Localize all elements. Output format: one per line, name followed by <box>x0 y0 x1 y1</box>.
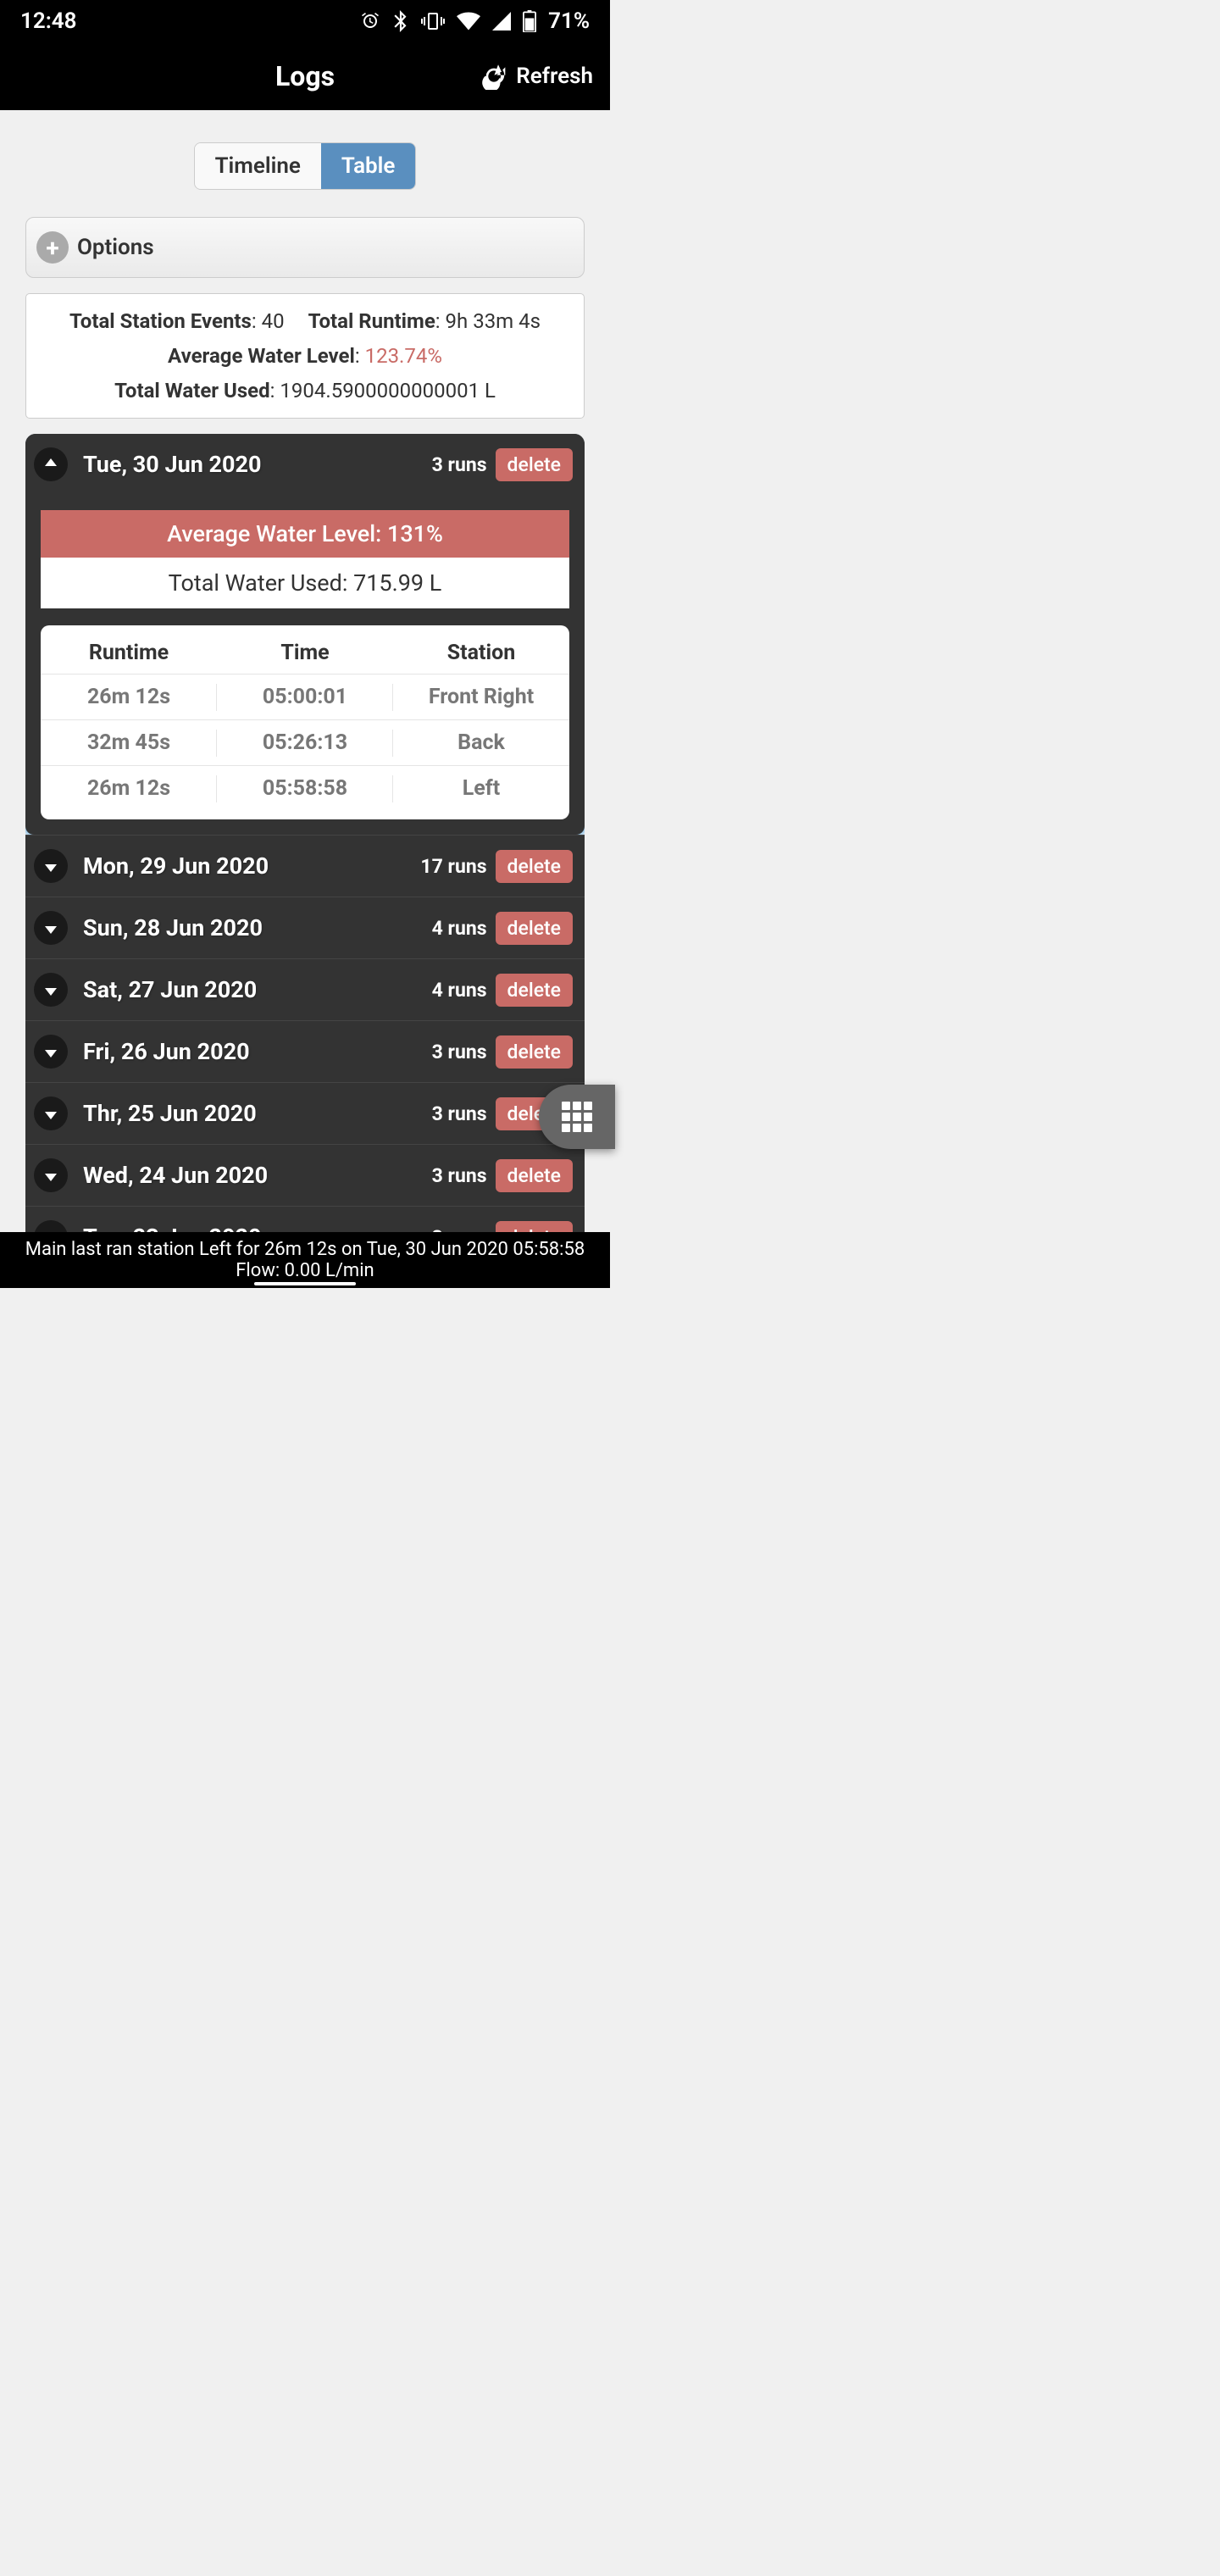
bluetooth-icon <box>392 10 409 32</box>
delete-button[interactable]: delete <box>496 1035 573 1069</box>
col-station: Station <box>393 632 569 675</box>
footer-status: Main last ran station Left for 26m 12s o… <box>0 1232 610 1288</box>
stats-summary: Total Station Events: 40 Total Runtime: … <box>25 293 585 419</box>
stats-avg-label: Average Water Level <box>168 344 355 368</box>
statusbar-icons: 71% <box>360 8 590 34</box>
day-runs: 4 runs <box>432 979 487 1002</box>
vibrate-icon <box>421 12 445 31</box>
refresh-button[interactable]: Refresh <box>480 63 593 90</box>
day-runs: 17 runs <box>420 855 486 878</box>
refresh-label: Refresh <box>516 64 593 89</box>
day-runs: 3 runs <box>432 453 487 476</box>
collapse-icon <box>34 447 68 481</box>
alarm-icon <box>360 11 380 31</box>
signal-icon <box>492 12 511 31</box>
tab-table[interactable]: Table <box>321 143 416 189</box>
day-date: Fri, 26 Jun 2020 <box>83 1038 432 1065</box>
day-runs: 3 runs <box>432 1164 487 1187</box>
day-header[interactable]: Thr, 25 Jun 2020 3 runs delete <box>25 1082 585 1144</box>
delete-button[interactable]: delete <box>496 1159 573 1192</box>
table-row: 26m 12s05:58:58Left <box>41 766 569 812</box>
day-list: Tue, 30 Jun 2020 3 runs delete Average W… <box>25 434 585 1268</box>
apps-fab[interactable] <box>539 1085 615 1149</box>
refresh-icon <box>480 63 507 90</box>
runs-table: Runtime Time Station 26m 12s05:00:01Fron… <box>41 625 569 819</box>
tab-timeline[interactable]: Timeline <box>195 143 321 189</box>
day-date: Thr, 25 Jun 2020 <box>83 1100 432 1127</box>
statusbar: 12:48 71% <box>0 0 610 42</box>
day-runs: 4 runs <box>432 917 487 940</box>
statusbar-battery: 71% <box>548 8 590 34</box>
day-expanded: Tue, 30 Jun 2020 3 runs delete Average W… <box>25 434 585 835</box>
footer-line1: Main last ran station Left for 26m 12s o… <box>5 1239 605 1260</box>
page-title: Logs <box>275 60 335 92</box>
footer-line2: Flow: 0.00 L/min <box>5 1260 605 1281</box>
stats-avg-value: 123.74% <box>365 344 442 368</box>
day-runs: 3 runs <box>432 1041 487 1063</box>
day-date: Tue, 30 Jun 2020 <box>83 451 432 478</box>
day-runs: 3 runs <box>432 1102 487 1125</box>
stats-used-label: Total Water Used <box>114 379 270 402</box>
options-label: Options <box>77 235 154 260</box>
day-header[interactable]: Mon, 29 Jun 2020 17 runs delete <box>25 835 585 897</box>
day-header[interactable]: Tue, 30 Jun 2020 3 runs delete <box>25 434 585 495</box>
day-header[interactable]: Sun, 28 Jun 2020 4 runs delete <box>25 897 585 958</box>
plus-icon: + <box>36 231 69 264</box>
day-water-used: Total Water Used: 715.99 L <box>41 558 569 608</box>
statusbar-time: 12:48 <box>20 8 77 34</box>
day-date: Mon, 29 Jun 2020 <box>83 852 420 880</box>
battery-icon <box>523 10 536 32</box>
day-header[interactable]: Wed, 24 Jun 2020 3 runs delete <box>25 1144 585 1206</box>
expand-icon <box>34 1096 68 1130</box>
day-header[interactable]: Fri, 26 Jun 2020 3 runs delete <box>25 1020 585 1082</box>
col-runtime: Runtime <box>41 632 217 675</box>
delete-button[interactable]: delete <box>496 974 573 1007</box>
col-time: Time <box>217 632 393 675</box>
table-row: 32m 45s05:26:13Back <box>41 720 569 766</box>
view-tabs: Timeline Table <box>0 110 610 217</box>
day-date: Sun, 28 Jun 2020 <box>83 914 432 941</box>
day-avg-water-level: Average Water Level: 131% <box>41 510 569 558</box>
delete-button[interactable]: delete <box>496 912 573 945</box>
table-row: 26m 12s05:00:01Front Right <box>41 675 569 720</box>
stats-events-value: 40 <box>262 309 285 333</box>
expand-icon <box>34 1035 68 1069</box>
day-date: Wed, 24 Jun 2020 <box>83 1162 432 1189</box>
app-header: Logs Refresh <box>0 42 610 110</box>
options-button[interactable]: + Options <box>25 217 585 278</box>
stats-used-value: 1904.5900000000001 L <box>280 379 496 402</box>
home-indicator <box>254 1282 356 1285</box>
expand-icon <box>34 973 68 1007</box>
expand-icon <box>34 1158 68 1192</box>
delete-button[interactable]: delete <box>496 850 573 883</box>
day-date: Sat, 27 Jun 2020 <box>83 976 432 1003</box>
stats-runtime-label: Total Runtime <box>308 309 435 333</box>
wifi-icon <box>457 12 480 31</box>
grid-icon <box>562 1102 592 1132</box>
expand-icon <box>34 911 68 945</box>
expand-icon <box>34 849 68 883</box>
stats-runtime-value: 9h 33m 4s <box>446 309 541 333</box>
day-header[interactable]: Sat, 27 Jun 2020 4 runs delete <box>25 958 585 1020</box>
stats-events-label: Total Station Events <box>69 309 252 333</box>
delete-button[interactable]: delete <box>496 448 573 481</box>
